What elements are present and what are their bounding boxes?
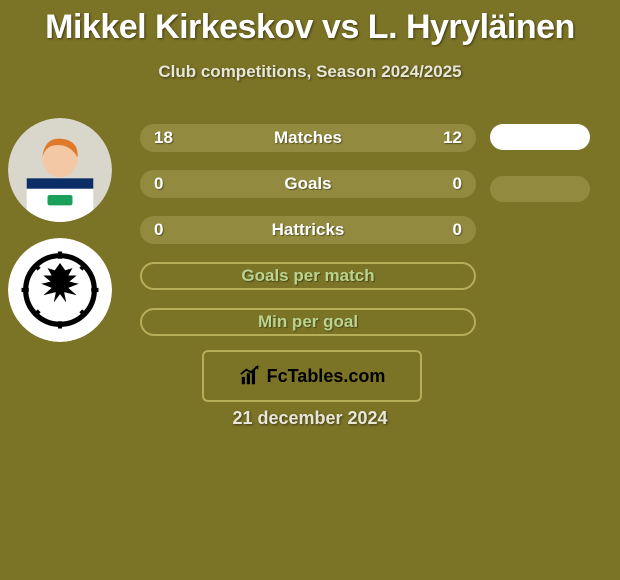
avatar-player-a	[8, 118, 112, 222]
avatar-player-b	[8, 238, 112, 342]
side-pill	[490, 124, 590, 150]
player-a-portrait-icon	[8, 118, 112, 222]
stat-row: Goals per match	[140, 262, 476, 290]
page-title: Mikkel Kirkeskov vs L. Hyryläinen	[0, 8, 620, 47]
side-pill	[490, 176, 590, 202]
stat-row: Hattricks0 0	[140, 216, 476, 244]
stat-value-left: 18	[154, 128, 173, 148]
stat-value-right: 12	[443, 128, 462, 148]
stat-label: Min per goal	[142, 312, 474, 332]
stat-label: Goals	[142, 174, 474, 194]
stat-label: Hattricks	[142, 220, 474, 240]
stat-label: Matches	[142, 128, 474, 148]
stat-row: Goals0 0	[140, 170, 476, 198]
stat-value-left: 0	[154, 220, 163, 240]
stat-value-right: 0	[453, 174, 462, 194]
stat-label: Goals per match	[142, 266, 474, 286]
stat-row: Matches18 12	[140, 124, 476, 152]
brand-text: FcTables.com	[267, 366, 386, 387]
stat-row: Min per goal	[140, 308, 476, 336]
page-subtitle: Club competitions, Season 2024/2025	[0, 62, 620, 82]
stat-value-right: 0	[453, 220, 462, 240]
footer-date: 21 december 2024	[0, 408, 620, 429]
club-eagle-crest-icon	[8, 238, 112, 342]
stat-value-left: 0	[154, 174, 163, 194]
brand-box: FcTables.com	[202, 350, 422, 402]
brand-chart-icon	[239, 365, 261, 387]
